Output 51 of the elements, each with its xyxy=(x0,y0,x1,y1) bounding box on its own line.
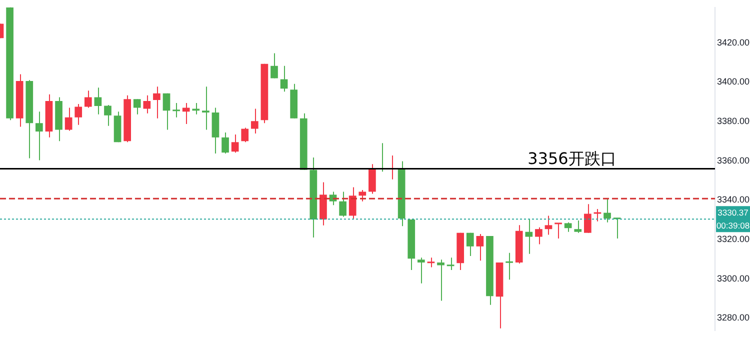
ref-line-label: 3356开跌口 xyxy=(528,148,616,168)
candlestick xyxy=(476,234,484,262)
y-tick-label: 3360.00 xyxy=(717,155,750,166)
candlestick xyxy=(202,86,210,130)
ref-line-label: 3330.37 xyxy=(718,207,749,218)
candlestick xyxy=(280,65,288,92)
y-tick-label: 3420.00 xyxy=(717,37,750,48)
candlestick xyxy=(339,191,346,218)
candlestick xyxy=(348,186,356,219)
y-tick-label: 3380.00 xyxy=(717,116,750,126)
candlestick xyxy=(250,108,258,134)
candlestick xyxy=(564,222,572,232)
candlestick xyxy=(427,257,435,268)
candlestick xyxy=(162,92,170,130)
candlestick xyxy=(104,104,112,126)
y-tick-label: 3340.00 xyxy=(717,194,750,205)
candlestick xyxy=(506,252,513,280)
candlestick xyxy=(544,215,552,236)
candlestick xyxy=(222,132,229,154)
candlestick xyxy=(358,189,366,202)
candlestick xyxy=(241,127,249,143)
y-tick-label: 3400.00 xyxy=(717,76,750,87)
text: 00:39:08 xyxy=(716,220,750,230)
candlestick xyxy=(584,204,592,234)
candlestick xyxy=(94,87,102,115)
candlestick xyxy=(466,232,474,257)
candlestick xyxy=(525,218,533,254)
candlestick xyxy=(182,102,190,125)
candlestick xyxy=(84,90,92,108)
candlestick xyxy=(437,259,444,302)
candlestick xyxy=(64,107,72,132)
candlestick xyxy=(133,98,141,115)
candlestick xyxy=(270,52,278,79)
candlestick xyxy=(36,111,43,161)
y-tick-label: 3280.00 xyxy=(717,312,750,323)
candlestick xyxy=(153,86,160,119)
candlestick xyxy=(368,164,376,194)
y-tick-label: 3300.00 xyxy=(717,273,750,284)
candlestick xyxy=(554,222,562,240)
candlestick xyxy=(535,226,542,245)
candlestick xyxy=(143,94,151,114)
candlestick xyxy=(74,103,82,126)
candlestick xyxy=(446,257,454,271)
candlestick xyxy=(192,102,200,115)
candlestick xyxy=(417,257,425,284)
candlestick xyxy=(231,134,239,154)
candlestick xyxy=(574,220,582,234)
candlestick xyxy=(604,198,611,223)
y-tick-label: 3320.00 xyxy=(717,234,750,244)
candlestick xyxy=(172,102,180,118)
candlestick xyxy=(594,208,602,222)
